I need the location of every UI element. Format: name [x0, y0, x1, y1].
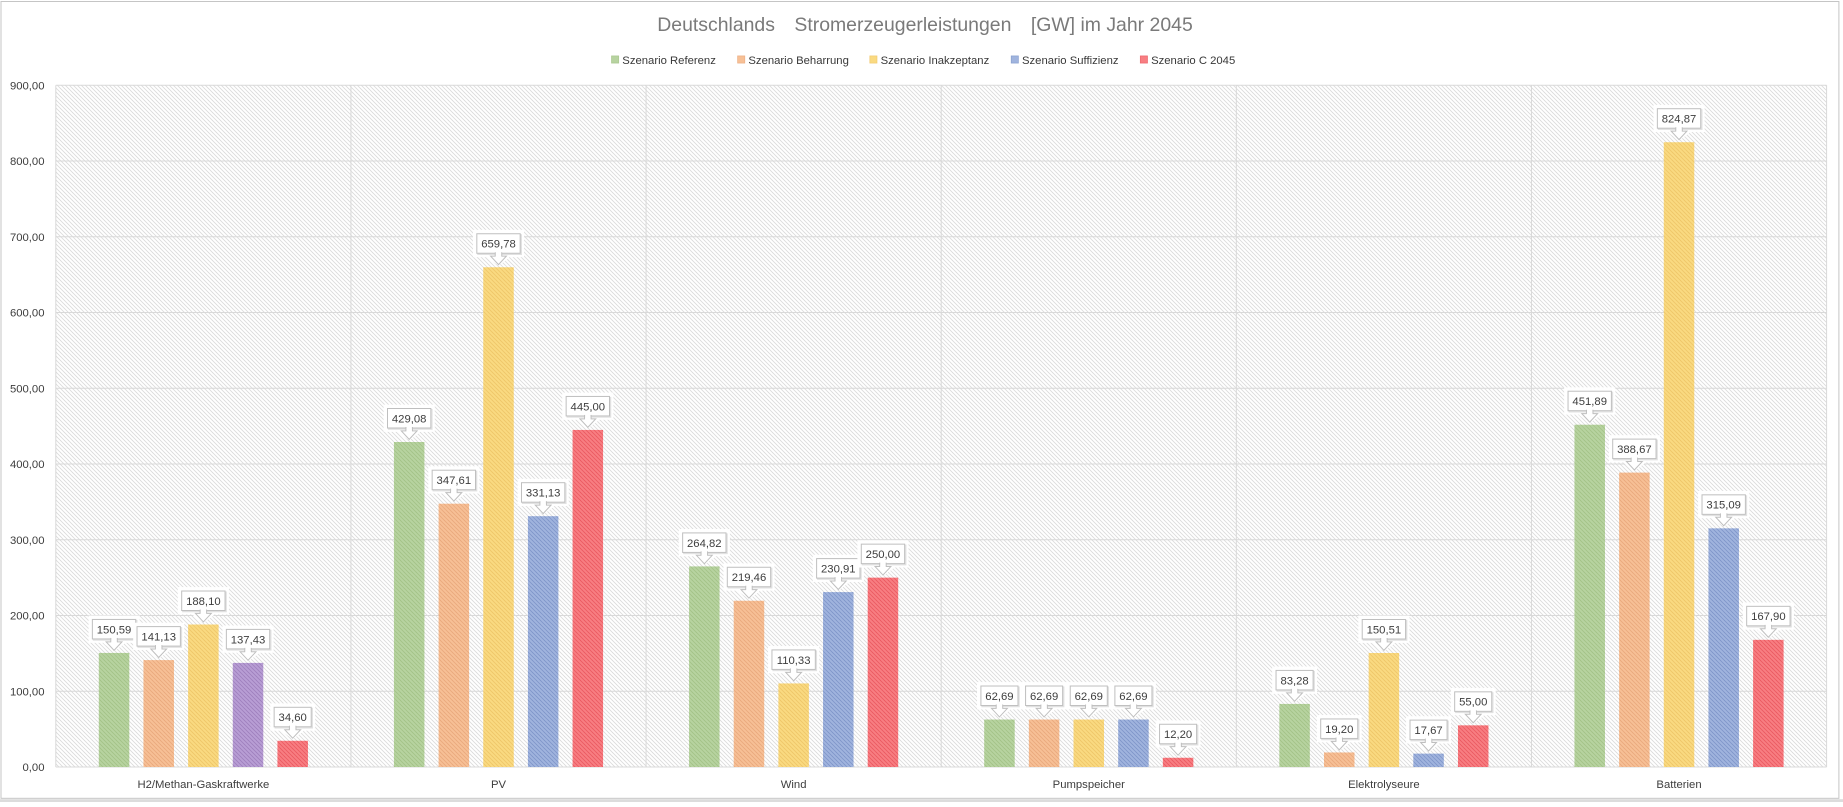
svg-text:H2/Methan-Gaskraftwerke: H2/Methan-Gaskraftwerke	[137, 779, 269, 791]
svg-text:315,09: 315,09	[1706, 500, 1741, 512]
svg-text:Szenario Suffizienz: Szenario Suffizienz	[1022, 55, 1119, 67]
svg-text:62,69: 62,69	[1030, 691, 1058, 703]
svg-text:824,87: 824,87	[1662, 114, 1697, 126]
svg-text:Wind: Wind	[781, 779, 807, 791]
svg-text:388,67: 388,67	[1617, 444, 1652, 456]
svg-text:347,61: 347,61	[437, 475, 472, 487]
svg-text:Pumpspeicher: Pumpspeicher	[1053, 779, 1125, 791]
svg-text:500,00: 500,00	[10, 383, 45, 395]
svg-text:429,08: 429,08	[392, 413, 427, 425]
svg-text:Szenario Referenz: Szenario Referenz	[622, 55, 716, 67]
svg-text:Szenario C 2045: Szenario C 2045	[1151, 55, 1235, 67]
svg-text:55,00: 55,00	[1459, 697, 1487, 709]
svg-text:600,00: 600,00	[10, 308, 45, 320]
svg-text:141,13: 141,13	[141, 632, 176, 644]
svg-text:Batterien: Batterien	[1656, 779, 1701, 791]
svg-text:800,00: 800,00	[10, 156, 45, 168]
svg-text:Szenario Inakzeptanz: Szenario Inakzeptanz	[881, 55, 990, 67]
svg-text:250,00: 250,00	[866, 549, 901, 561]
svg-text:137,43: 137,43	[231, 634, 266, 646]
svg-text:19,20: 19,20	[1325, 724, 1353, 736]
svg-text:Elektrolyseure: Elektrolyseure	[1348, 779, 1420, 791]
svg-text:34,60: 34,60	[279, 712, 307, 724]
svg-text:62,69: 62,69	[985, 691, 1013, 703]
svg-text:150,51: 150,51	[1367, 624, 1402, 636]
svg-text:230,91: 230,91	[821, 564, 856, 576]
svg-text:0,00: 0,00	[23, 762, 45, 774]
svg-text:Szenario Beharrung: Szenario Beharrung	[748, 55, 848, 67]
svg-text:83,28: 83,28	[1280, 675, 1308, 687]
svg-text:PV: PV	[491, 779, 507, 791]
svg-text:451,89: 451,89	[1572, 396, 1607, 408]
svg-text:700,00: 700,00	[10, 232, 45, 244]
svg-text:110,33: 110,33	[777, 655, 811, 667]
svg-text:659,78: 659,78	[481, 239, 516, 251]
svg-text:12,20: 12,20	[1164, 729, 1192, 741]
svg-text:900,00: 900,00	[10, 80, 45, 92]
svg-text:150,59: 150,59	[97, 624, 132, 636]
svg-text:200,00: 200,00	[10, 611, 45, 623]
svg-text:100,00: 100,00	[10, 686, 45, 698]
svg-text:445,00: 445,00	[571, 401, 606, 413]
svg-text:62,69: 62,69	[1075, 691, 1103, 703]
svg-text:188,10: 188,10	[186, 596, 221, 608]
svg-text:300,00: 300,00	[10, 535, 45, 547]
svg-text:400,00: 400,00	[10, 459, 45, 471]
svg-text:Deutschlands Stromerzeugerleis: Deutschlands Stromerzeugerleistungen [GW…	[657, 14, 1193, 36]
svg-text:17,67: 17,67	[1414, 725, 1442, 737]
svg-text:219,46: 219,46	[732, 572, 767, 584]
svg-text:331,13: 331,13	[526, 488, 561, 500]
svg-text:264,82: 264,82	[687, 538, 722, 550]
svg-text:167,90: 167,90	[1751, 611, 1786, 623]
svg-text:62,69: 62,69	[1119, 691, 1147, 703]
